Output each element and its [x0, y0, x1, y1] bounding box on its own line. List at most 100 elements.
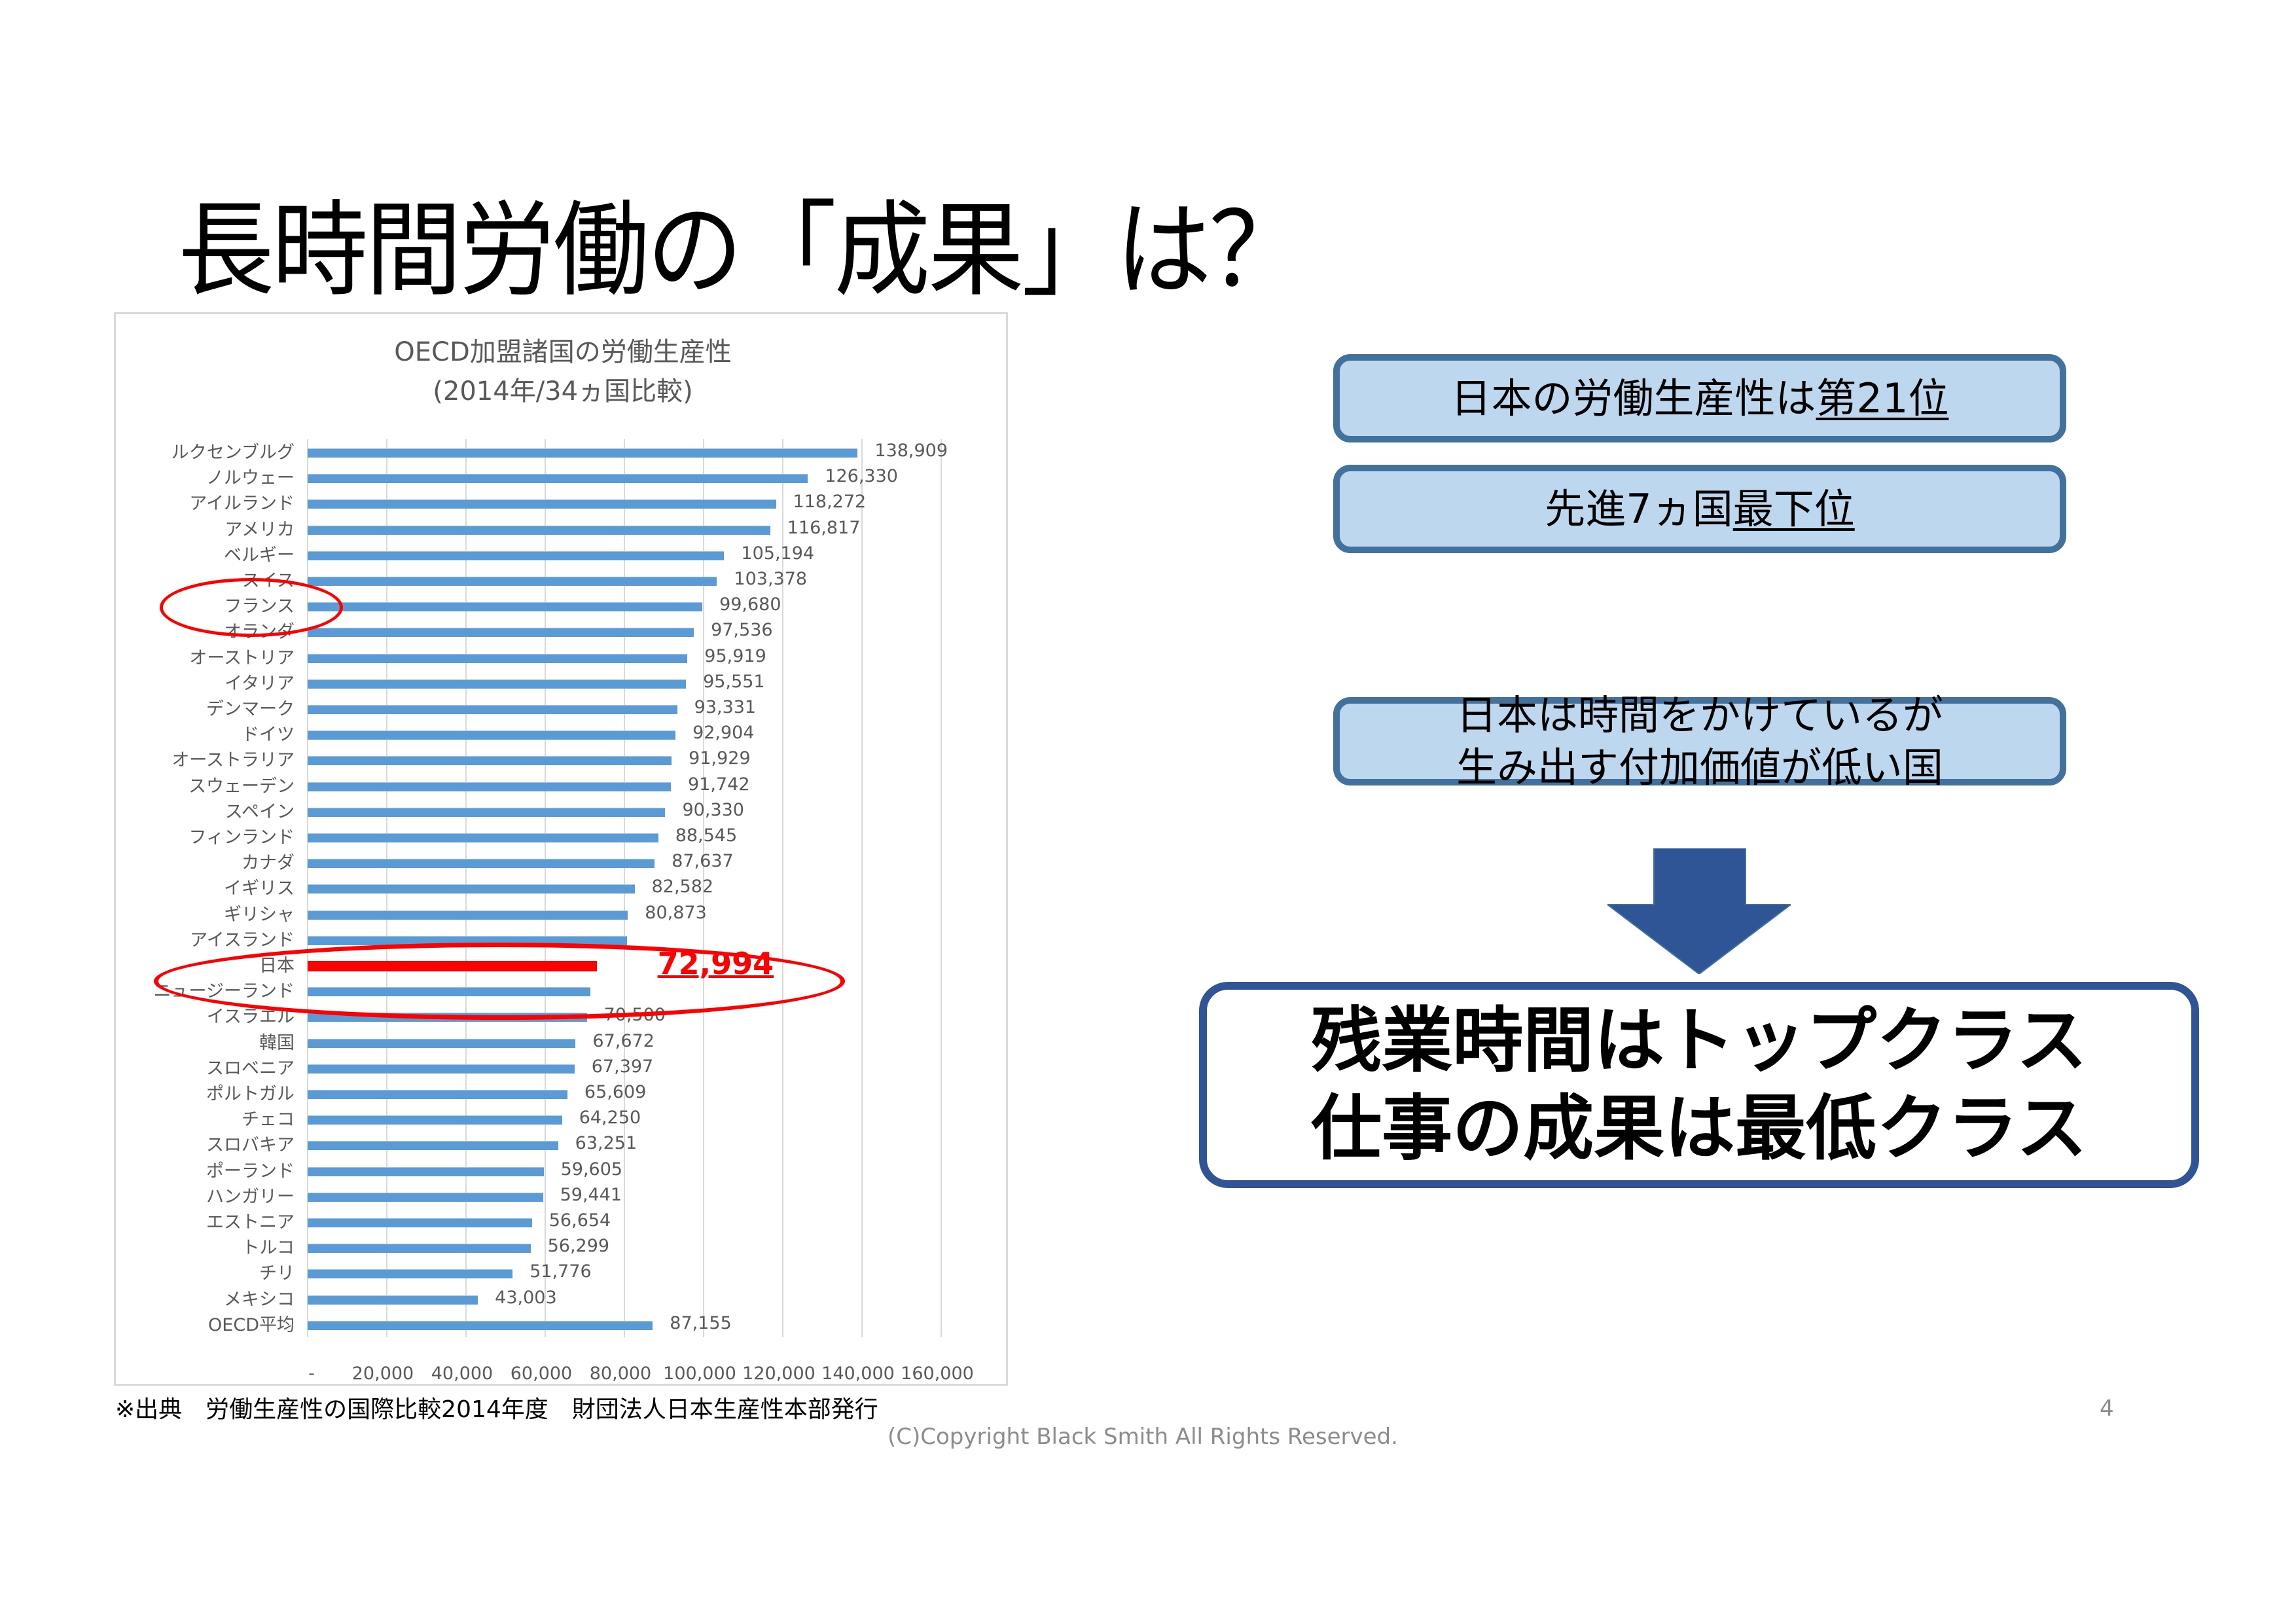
- gridline: [941, 439, 942, 1337]
- bar: [308, 910, 628, 920]
- bar: [308, 602, 703, 612]
- bar: [308, 577, 717, 586]
- g7-box-emphasis: 最下位: [1732, 484, 1855, 533]
- bar: [308, 628, 694, 638]
- value-label: 63,251: [575, 1133, 637, 1154]
- gridline: [861, 439, 863, 1337]
- value-label: 67,397: [591, 1056, 654, 1077]
- conclusion-line1: 残業時間はトップクラス: [1311, 1000, 2087, 1082]
- category-label: ルクセンブルグ: [171, 442, 295, 463]
- category-label: エストニア: [206, 1212, 295, 1233]
- value-label: 43,003: [495, 1287, 557, 1308]
- value-label: 93,331: [694, 697, 757, 717]
- page-number: 4: [2100, 1396, 2114, 1422]
- value-label: 87,637: [672, 851, 734, 872]
- france-circle-annotation: [160, 578, 343, 637]
- bar: [308, 1192, 543, 1202]
- bar: [308, 1166, 544, 1176]
- category-label: チリ: [259, 1263, 295, 1284]
- value-label: 59,605: [560, 1159, 623, 1180]
- value-label: 99,680: [719, 594, 781, 615]
- productivity-chart: OECD加盟諸国の労働生産性 (2014年/34ヵ国比較) - 20,000 40,…: [114, 312, 1008, 1386]
- bar: [308, 833, 658, 842]
- x-tick-label: 120,000: [742, 1363, 816, 1384]
- value-label: 91,929: [689, 748, 751, 769]
- category-label: デンマーク: [206, 699, 295, 719]
- value-label: 82,582: [651, 876, 714, 897]
- rank-box-emphasis: 第21位: [1816, 374, 1949, 422]
- value-label: 138,909: [874, 441, 948, 461]
- category-label: オーストラリア: [171, 750, 295, 771]
- value-label: 67,672: [592, 1030, 655, 1051]
- bar: [308, 525, 770, 535]
- conclusion-box: 残業時間はトップクラス 仕事の成果は最低クラス: [1199, 982, 2199, 1188]
- category-label: メキシコ: [224, 1289, 295, 1310]
- down-arrow-icon: [1607, 848, 1791, 974]
- bar: [308, 1115, 562, 1125]
- bar: [308, 859, 655, 869]
- value-label: 56,654: [548, 1210, 611, 1231]
- category-label: スペイン: [224, 801, 295, 822]
- bar: [308, 653, 688, 663]
- category-label: スロバキア: [206, 1135, 295, 1156]
- bar: [308, 1141, 558, 1151]
- bar: [308, 1064, 575, 1074]
- value-label: 103,378: [734, 569, 808, 589]
- value-label: 92,904: [692, 723, 755, 744]
- low-value-line2: 生み出す付加価値が低い国: [1456, 743, 1943, 791]
- x-tick-label: 40,000: [431, 1363, 493, 1384]
- value-label: 91,742: [688, 774, 750, 795]
- low-value-line1: 日本は時間をかけているが: [1456, 691, 1943, 739]
- x-tick-label: 80,000: [589, 1363, 652, 1384]
- category-label: フィンランド: [188, 827, 295, 848]
- category-label: トルコ: [242, 1238, 295, 1259]
- gridline: [782, 439, 783, 1337]
- category-label: アイルランド: [189, 494, 295, 514]
- bar: [308, 1295, 478, 1305]
- value-label: 65,609: [584, 1082, 647, 1102]
- category-label: ハンガリー: [206, 1186, 295, 1207]
- value-label: 56,299: [547, 1236, 610, 1257]
- value-label: 90,330: [682, 799, 744, 820]
- value-label: 97,536: [711, 620, 773, 641]
- chart-subtitle: (2014年/34ヵ国比較): [433, 376, 693, 406]
- copyright-text: (C)Copyright Black Smith All Rights Rese…: [888, 1424, 1398, 1450]
- bar: [308, 550, 725, 560]
- rank-box-text: 日本の労働生産性は: [1450, 374, 1816, 422]
- chart-title: OECD加盟諸国の労働生産性: [394, 337, 732, 367]
- bar: [308, 756, 672, 766]
- bar: [308, 499, 776, 509]
- x-tick-label: 140,000: [821, 1363, 895, 1384]
- bar: [308, 884, 635, 894]
- bar: [308, 679, 687, 689]
- value-label: 59,441: [560, 1184, 622, 1205]
- bar: [308, 1038, 576, 1048]
- category-label: アメリカ: [224, 519, 295, 540]
- value-label: 51,776: [529, 1261, 592, 1282]
- value-label: 80,873: [645, 902, 707, 923]
- bar: [308, 731, 676, 740]
- category-label: ポルトガル: [206, 1084, 295, 1104]
- category-label: ベルギー: [224, 545, 295, 566]
- category-label: スウェーデン: [188, 776, 295, 797]
- category-label: スロベニア: [206, 1058, 295, 1079]
- value-label: 118,272: [793, 492, 867, 513]
- bar: [308, 448, 858, 458]
- x-tick-label: -: [308, 1363, 315, 1384]
- bar: [308, 705, 677, 714]
- gridline: [703, 439, 704, 1337]
- category-label: ドイツ: [242, 725, 295, 746]
- bar: [308, 1244, 531, 1254]
- value-label: 126,330: [825, 466, 898, 487]
- x-tick-label: 160,000: [901, 1363, 974, 1384]
- category-label: オーストリア: [189, 647, 295, 668]
- category-label: カナダ: [242, 853, 295, 874]
- bar: [308, 782, 672, 791]
- g7-last-box: 先進7ヵ国最下位: [1333, 465, 2066, 553]
- category-label: イギリス: [224, 878, 295, 899]
- category-label: ノルウェー: [206, 468, 295, 489]
- japan-circle-annotation: [154, 943, 845, 1020]
- category-label: アイスランド: [190, 929, 295, 950]
- bar: [308, 807, 666, 817]
- bar: [308, 1090, 567, 1099]
